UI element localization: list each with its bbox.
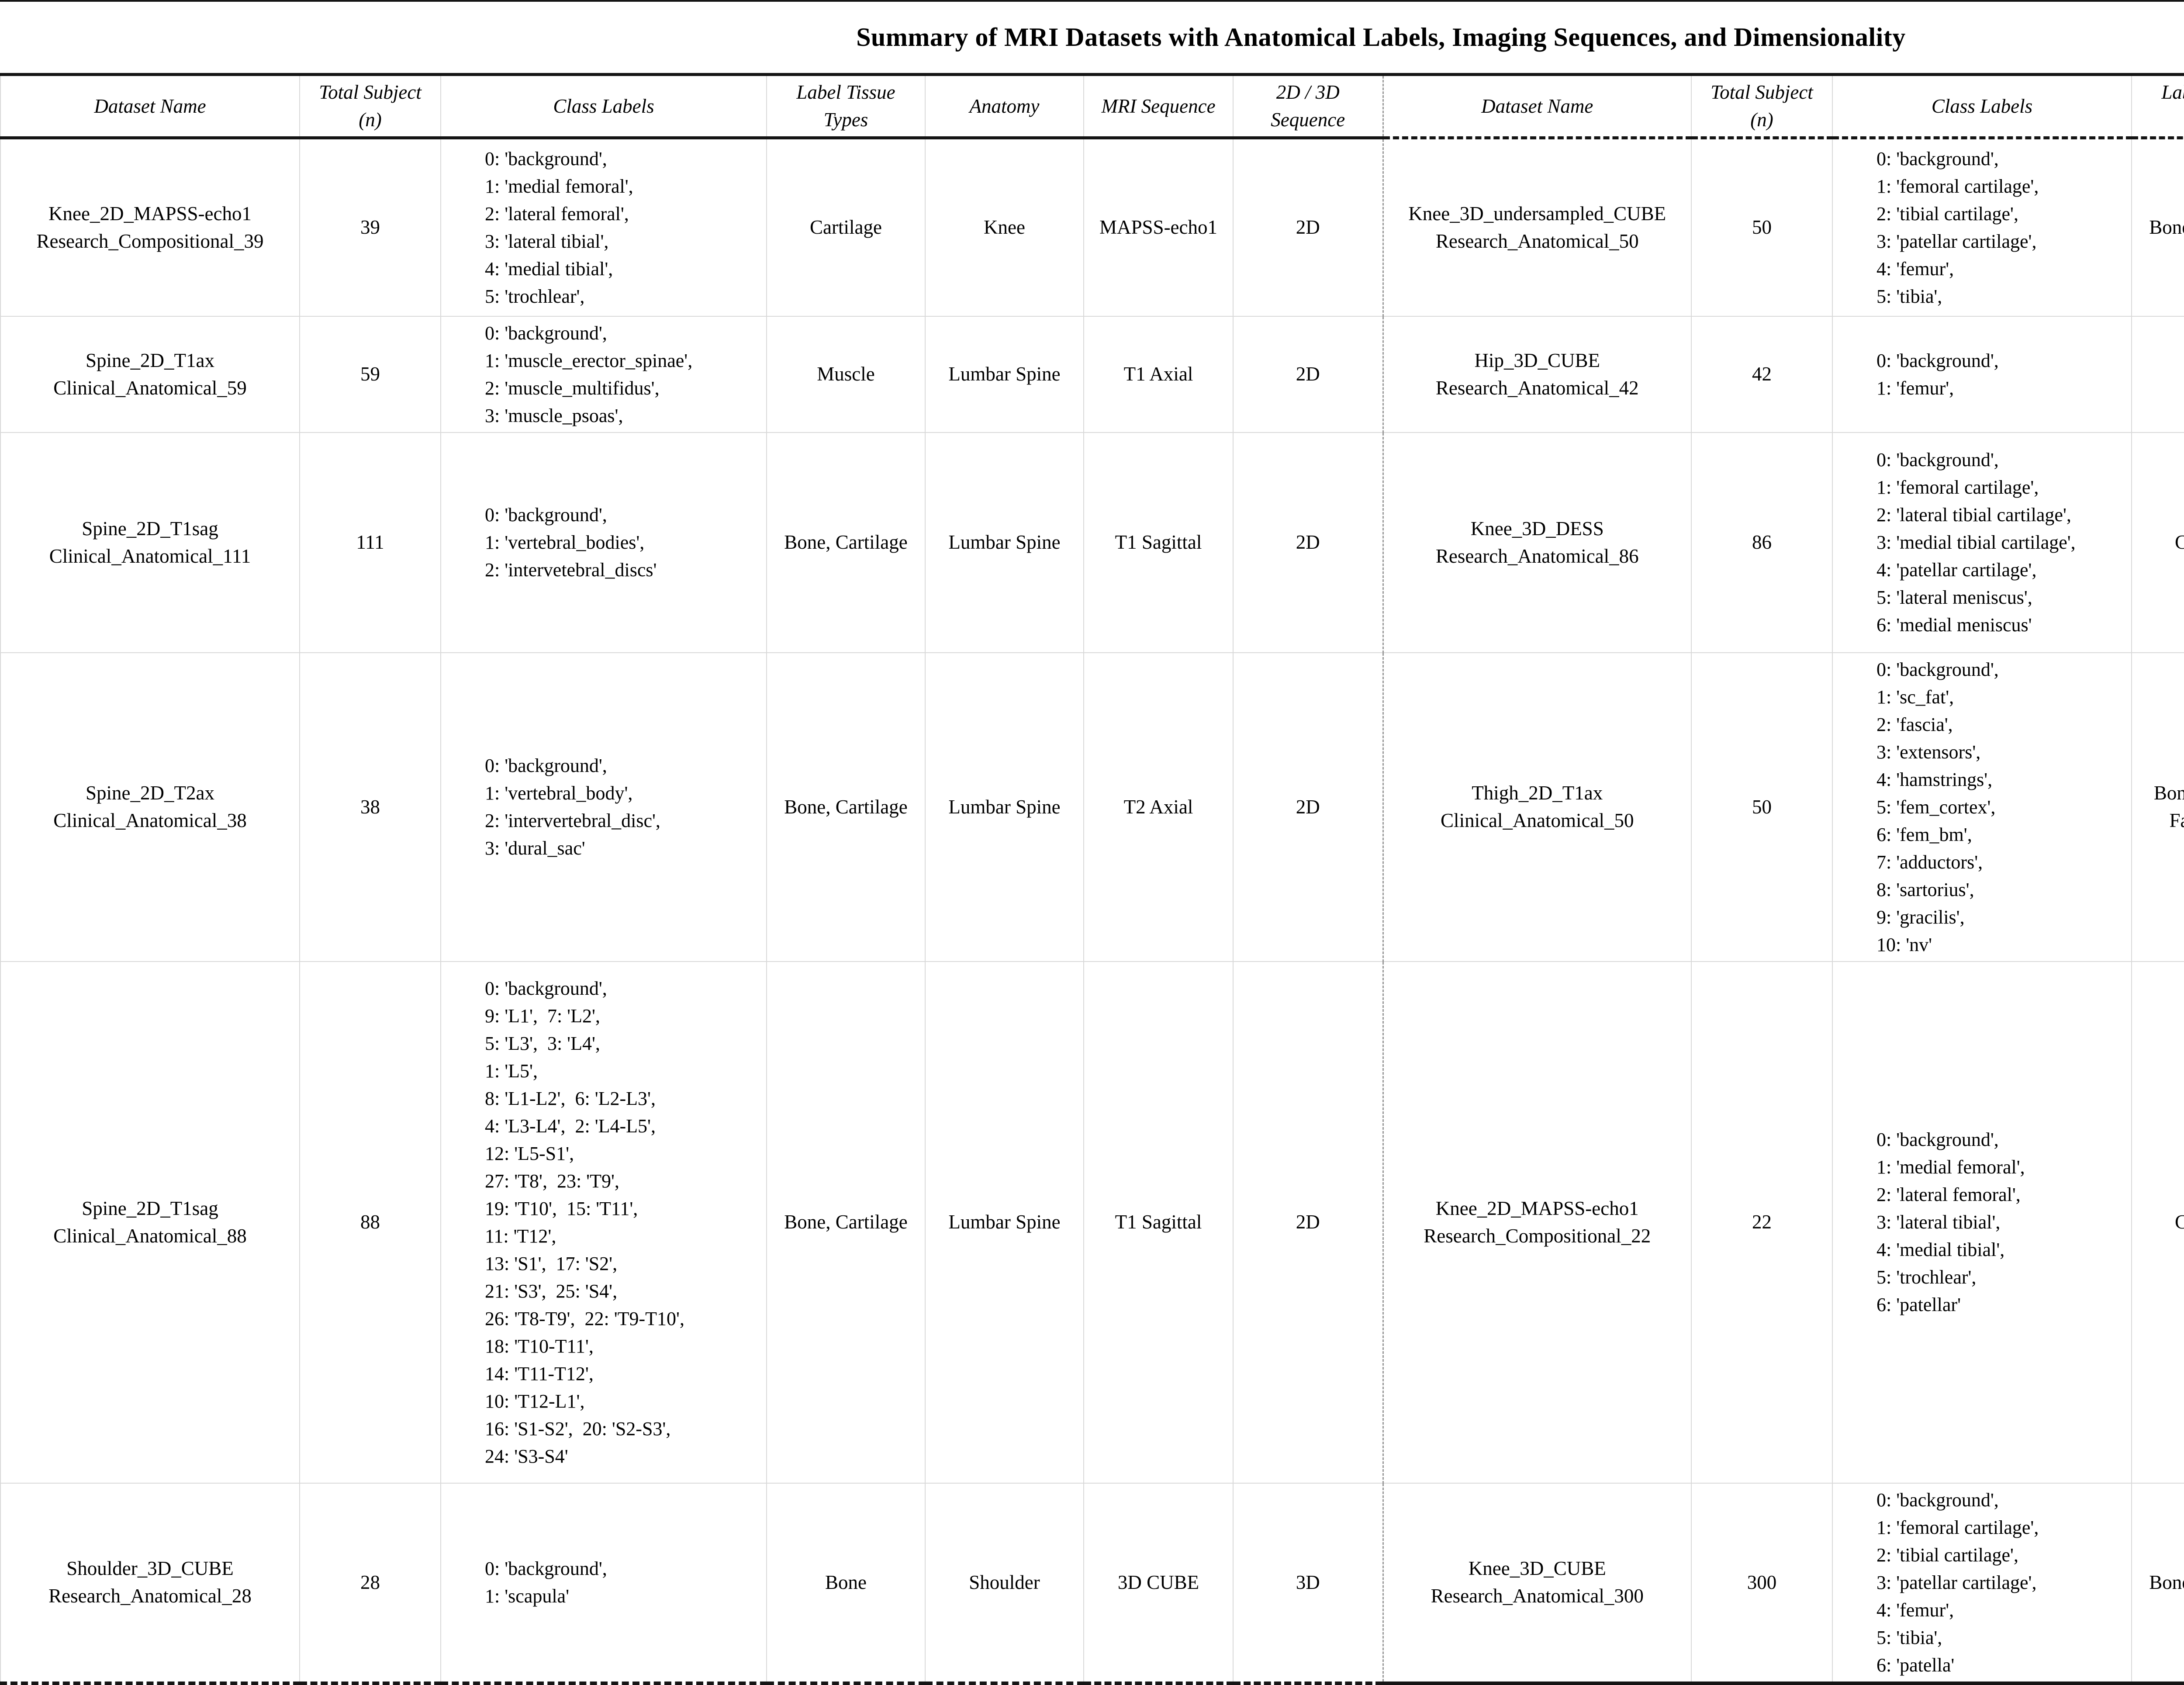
- table-row: Knee_2D_MAPSS-echo1 Research_Composition…: [0, 137, 2184, 317]
- anatomy-cell: Lumbar Spine: [925, 961, 1084, 1484]
- class-labels-cell: 0: 'background', 1: 'femoral cartilage',…: [1832, 137, 2132, 317]
- table-row: Spine_2D_T1ax Clinical_Anatomical_59 59 …: [0, 315, 2184, 433]
- column-header-total-subject: Total Subject (n): [1691, 73, 1833, 139]
- mri-sequence-cell: 3D CUBE: [1083, 1482, 1234, 1685]
- class-labels-cell: 0: 'background', 1: 'muscle_erector_spin…: [440, 315, 767, 433]
- dataset-name-cell: Knee_2D_MAPSS-echo1 Research_Composition…: [0, 137, 300, 317]
- tissue-types-cell: Bone: [766, 1482, 926, 1685]
- class-labels-cell: 0: 'background', 1: 'femoral cartilage',…: [1832, 432, 2132, 653]
- dataset-name-cell: Knee_2D_MAPSS-echo1 Research_Composition…: [1382, 961, 1692, 1484]
- total-subjects-cell: 28: [299, 1482, 441, 1685]
- dataset-name-cell: Knee_3D_CUBE Research_Anatomical_300: [1382, 1482, 1692, 1685]
- table-title: Summary of MRI Datasets with Anatomical …: [856, 23, 1906, 52]
- table-row: Spine_2D_T1sag Clinical_Anatomical_88 88…: [0, 961, 2184, 1484]
- dataset-name-cell: Knee_3D_DESS Research_Anatomical_86: [1382, 432, 1692, 653]
- mri-sequence-cell: T1 Sagittal: [1083, 961, 1234, 1484]
- mri-sequence-cell: MAPSS-echo1: [1083, 137, 1234, 317]
- tissue-types-cell: Bone: [2131, 315, 2184, 433]
- class-labels-cell: 0: 'background', 1: 'femur',: [1832, 315, 2132, 433]
- column-header-dataset-name: Dataset Name: [0, 73, 300, 139]
- anatomy-cell: Lumbar Spine: [925, 432, 1084, 653]
- column-header-tissue-types: Label Tissue Types: [766, 73, 926, 139]
- dimension-cell: 2D: [1233, 432, 1383, 653]
- dimension-cell: 2D: [1233, 652, 1383, 962]
- total-subjects-cell: 50: [1691, 137, 1833, 317]
- total-subjects-cell: 88: [299, 961, 441, 1484]
- mri-sequence-cell: T1 Sagittal: [1083, 432, 1234, 653]
- dataset-name-cell: Knee_3D_undersampled_CUBE Research_Anato…: [1382, 137, 1692, 317]
- anatomy-cell: Lumbar Spine: [925, 315, 1084, 433]
- dataset-name-cell: Thigh_2D_T1ax Clinical_Anatomical_50: [1382, 652, 1692, 962]
- anatomy-cell: Lumbar Spine: [925, 652, 1084, 962]
- total-subjects-cell: 50: [1691, 652, 1833, 962]
- dimension-cell: 3D: [1233, 1482, 1383, 1685]
- total-subjects-cell: 86: [1691, 432, 1833, 653]
- total-subjects-cell: 39: [299, 137, 441, 317]
- dataset-name-cell: Spine_2D_T1sag Clinical_Anatomical_111: [0, 432, 300, 653]
- total-subjects-cell: 38: [299, 652, 441, 962]
- class-labels-cell: 0: 'background', 1: 'medial femoral', 2:…: [1832, 961, 2132, 1484]
- dimension-cell: 2D: [1233, 315, 1383, 433]
- tissue-types-cell: Bone, Cartilage: [766, 652, 926, 962]
- column-header-anatomy: Anatomy: [925, 73, 1084, 139]
- class-labels-cell: 0: 'background', 1: 'vertebral_body', 2:…: [440, 652, 767, 962]
- dataset-name-cell: Spine_2D_T2ax Clinical_Anatomical_38: [0, 652, 300, 962]
- table-row: Shoulder_3D_CUBE Research_Anatomical_28 …: [0, 1482, 2184, 1685]
- total-subjects-cell: 22: [1691, 961, 1833, 1484]
- tissue-types-cell: Bone, Cartilage: [766, 961, 926, 1484]
- total-subjects-cell: 42: [1691, 315, 1833, 433]
- column-header-dataset-name: Dataset Name: [1382, 73, 1692, 139]
- column-header-tissue-types: Label Tissue Types: [2131, 73, 2184, 139]
- column-header-total-subject: Total Subject (n): [299, 73, 441, 139]
- tissue-types-cell: Bone, Cartilage: [766, 432, 926, 653]
- dataset-name-cell: Hip_3D_CUBE Research_Anatomical_42: [1382, 315, 1692, 433]
- class-labels-cell: 0: 'background', 9: 'L1', 7: 'L2', 5: 'L…: [440, 961, 767, 1484]
- total-subjects-cell: 111: [299, 432, 441, 653]
- anatomy-cell: Knee: [925, 137, 1084, 317]
- tissue-types-cell: Cartilage: [2131, 432, 2184, 653]
- column-header-mri-sequence: MRI Sequence: [1083, 73, 1234, 139]
- dimension-cell: 2D: [1233, 961, 1383, 1484]
- header-row: Dataset Name Total Subject (n) Class Lab…: [0, 73, 2184, 139]
- mri-sequence-cell: T1 Axial: [1083, 315, 1234, 433]
- mri-datasets-table: Dataset Name Total Subject (n) Class Lab…: [0, 73, 2184, 1685]
- total-subjects-cell: 300: [1691, 1482, 1833, 1685]
- tissue-types-cell: Cartilage: [2131, 961, 2184, 1484]
- anatomy-cell: Shoulder: [925, 1482, 1084, 1685]
- class-labels-cell: 0: 'background', 1: 'femoral cartilage',…: [1832, 1482, 2132, 1685]
- tissue-types-cell: Bone, Cartilage: [2131, 1482, 2184, 1685]
- class-labels-cell: 0: 'background', 1: 'sc_fat', 2: 'fascia…: [1832, 652, 2132, 962]
- dataset-name-cell: Spine_2D_T1sag Clinical_Anatomical_88: [0, 961, 300, 1484]
- column-header-class-labels: Class Labels: [1832, 73, 2132, 139]
- table-row: Spine_2D_T1sag Clinical_Anatomical_111 1…: [0, 432, 2184, 653]
- class-labels-cell: 0: 'background', 1: 'medial femoral', 2:…: [440, 137, 767, 317]
- dataset-name-cell: Spine_2D_T1ax Clinical_Anatomical_59: [0, 315, 300, 433]
- mri-sequence-cell: T2 Axial: [1083, 652, 1234, 962]
- tissue-types-cell: Bone, Muscle, Fat, Nerve: [2131, 652, 2184, 962]
- tissue-types-cell: Bone, Cartilage: [2131, 137, 2184, 317]
- class-labels-cell: 0: 'background', 1: 'scapula': [440, 1482, 767, 1685]
- tissue-types-cell: Cartilage: [766, 137, 926, 317]
- column-header-dimension: 2D / 3D Sequence: [1233, 73, 1383, 139]
- total-subjects-cell: 59: [299, 315, 441, 433]
- dataset-name-cell: Shoulder_3D_CUBE Research_Anatomical_28: [0, 1482, 300, 1685]
- table-row: Spine_2D_T2ax Clinical_Anatomical_38 38 …: [0, 652, 2184, 962]
- class-labels-cell: 0: 'background', 1: 'vertebral_bodies', …: [440, 432, 767, 653]
- dimension-cell: 2D: [1233, 137, 1383, 317]
- tissue-types-cell: Muscle: [766, 315, 926, 433]
- column-header-class-labels: Class Labels: [440, 73, 767, 139]
